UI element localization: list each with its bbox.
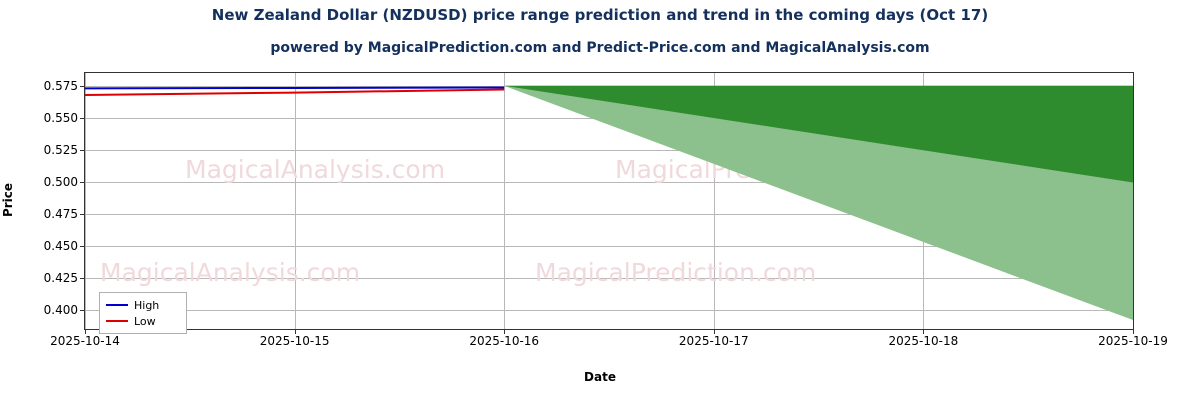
- x-axis-label: Date: [584, 370, 616, 384]
- y-axis-tick-label: 0.400: [43, 303, 78, 318]
- y-axis-tick-mark: [80, 246, 84, 248]
- y-axis-tick-mark: [80, 150, 84, 152]
- x-axis-tick-label: 2025-10-17: [678, 334, 749, 348]
- y-axis-tick-label: 0.550: [43, 111, 78, 126]
- x-axis-tick-mark: [713, 330, 715, 334]
- plot-area: MagicalAnalysis.com MagicalPrediction.co…: [84, 72, 1134, 330]
- x-axis-tick-mark: [923, 330, 925, 334]
- gridline-horizontal: [85, 278, 1133, 280]
- gridline-horizontal: [85, 150, 1133, 152]
- gridline-vertical: [504, 73, 506, 329]
- x-axis-tick-mark: [294, 330, 296, 334]
- y-axis-tick-mark: [80, 310, 84, 312]
- y-axis-tick-label: 0.425: [43, 271, 78, 286]
- y-axis-tick-mark: [80, 118, 84, 120]
- legend-label-low: Low: [134, 314, 156, 328]
- y-axis-tick-mark: [80, 214, 84, 216]
- series-line-low: [85, 90, 504, 96]
- legend-swatch-high: [106, 304, 128, 306]
- series-line-high: [85, 87, 504, 88]
- y-axis-tick-label: 0.475: [43, 207, 78, 222]
- y-axis-label: Price: [1, 182, 15, 218]
- gridline-horizontal: [85, 214, 1133, 216]
- x-axis-tick-label: 2025-10-15: [259, 334, 330, 348]
- y-axis-tick-mark: [80, 182, 84, 184]
- y-axis-tick-label: 0.525: [43, 143, 78, 158]
- legend-item-low: Low: [106, 313, 180, 329]
- y-axis-tick-label: 0.500: [43, 175, 78, 190]
- plot-inner: MagicalAnalysis.com MagicalPrediction.co…: [85, 73, 1133, 329]
- gridline-vertical: [85, 73, 86, 329]
- y-axis-tick-label: 0.450: [43, 239, 78, 254]
- x-axis-tick-label: 2025-10-19: [1098, 334, 1168, 348]
- gridline-horizontal: [85, 246, 1133, 248]
- legend-label-high: High: [134, 298, 160, 312]
- x-axis-tick-label: 2025-10-18: [888, 334, 959, 348]
- chart-legend: High Low: [99, 292, 187, 334]
- y-axis-tick-label: 0.575: [43, 79, 78, 94]
- x-axis-tick-mark: [1133, 330, 1134, 334]
- chart-subtitle: powered by MagicalPrediction.com and Pre…: [270, 40, 930, 56]
- gridline-horizontal: [85, 182, 1133, 184]
- legend-item-high: High: [106, 297, 180, 313]
- x-axis-tick-label: 2025-10-16: [469, 334, 540, 348]
- y-axis-tick-mark: [80, 86, 84, 88]
- x-axis-tick-mark: [85, 330, 86, 334]
- y-axis-tick-mark: [80, 278, 84, 280]
- gridline-vertical: [294, 73, 296, 329]
- chart-title: New Zealand Dollar (NZDUSD) price range …: [211, 6, 989, 24]
- gridline-vertical: [713, 73, 715, 329]
- forecast-band-dark: [504, 85, 1133, 183]
- legend-swatch-low: [106, 320, 128, 322]
- x-axis-tick-mark: [504, 330, 506, 334]
- x-axis-tick-label: 2025-10-14: [50, 334, 120, 348]
- gridline-horizontal: [85, 310, 1133, 312]
- series-layer: [85, 85, 1133, 321]
